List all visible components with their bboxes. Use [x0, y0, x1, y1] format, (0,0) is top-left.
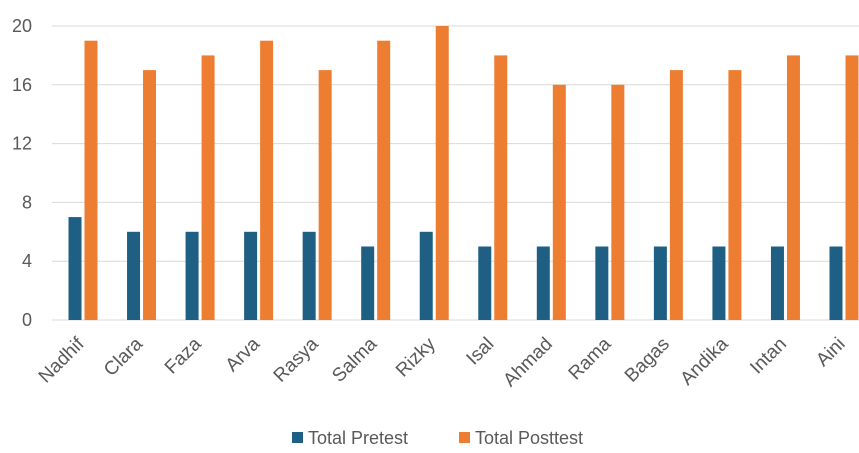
bar-posttest	[669, 70, 683, 320]
bar-pretest	[185, 231, 199, 320]
bar-pretest	[829, 246, 843, 320]
x-category-label: Rama	[565, 333, 616, 384]
bar-posttest	[786, 55, 800, 321]
bar-posttest	[494, 55, 508, 321]
bar-posttest	[845, 55, 859, 321]
bars	[68, 26, 859, 321]
bar-pretest	[68, 217, 82, 320]
bar-pretest	[244, 231, 258, 320]
bar-pretest	[712, 246, 726, 320]
x-category-label: Ahmad	[499, 334, 556, 391]
x-category-label: Arva	[222, 333, 265, 376]
bar-posttest	[552, 84, 566, 320]
bar-posttest	[377, 40, 391, 320]
bar-posttest	[201, 55, 215, 321]
x-category-label: Faza	[161, 333, 206, 378]
bar-pretest	[478, 246, 492, 320]
bar-pretest	[361, 246, 375, 320]
bar-posttest	[728, 70, 742, 320]
bar-pretest	[770, 246, 784, 320]
x-category-label: Rasya	[270, 333, 323, 386]
x-category-label: Salma	[328, 333, 381, 386]
y-tick-label: 0	[22, 310, 32, 330]
bar-posttest	[260, 40, 274, 320]
bar-pretest	[536, 246, 550, 320]
bar-pretest	[419, 231, 433, 320]
bar-pretest	[595, 246, 609, 320]
x-axis-labels: Nadhif Clara Faza Arva Rasya Salma Rizky Isal Ah…	[35, 333, 850, 391]
x-category-label: Clara	[100, 333, 147, 380]
bar-posttest	[84, 40, 98, 320]
legend-label: Total Pretest	[308, 428, 408, 448]
bar-pretest	[653, 246, 667, 320]
bar-pretest	[302, 231, 316, 320]
x-category-label: Intan	[746, 334, 791, 379]
x-category-label: Andika	[677, 333, 733, 389]
bar-posttest	[611, 84, 625, 320]
x-category-label: Isal	[463, 334, 499, 370]
y-tick-label: 20	[12, 16, 32, 36]
bar-posttest	[318, 70, 332, 320]
y-axis-ticks: 0 4 8 12 16 20	[12, 16, 32, 330]
legend-swatch	[292, 432, 303, 443]
bar-pretest	[127, 231, 141, 320]
x-category-label: Aini	[812, 334, 849, 371]
x-category-label: Rizky	[392, 333, 440, 381]
bar-posttest	[435, 26, 449, 320]
y-tick-label: 8	[22, 192, 32, 212]
legend: Total Pretest Total Posttest	[292, 428, 583, 448]
legend-swatch	[459, 432, 470, 443]
legend-label: Total Posttest	[475, 428, 583, 448]
x-category-label: Nadhif	[35, 333, 89, 387]
x-category-label: Bagas	[621, 334, 674, 387]
bar-posttest	[143, 70, 157, 320]
y-tick-label: 12	[12, 134, 32, 154]
y-tick-label: 4	[22, 251, 32, 271]
y-tick-label: 16	[12, 75, 32, 95]
